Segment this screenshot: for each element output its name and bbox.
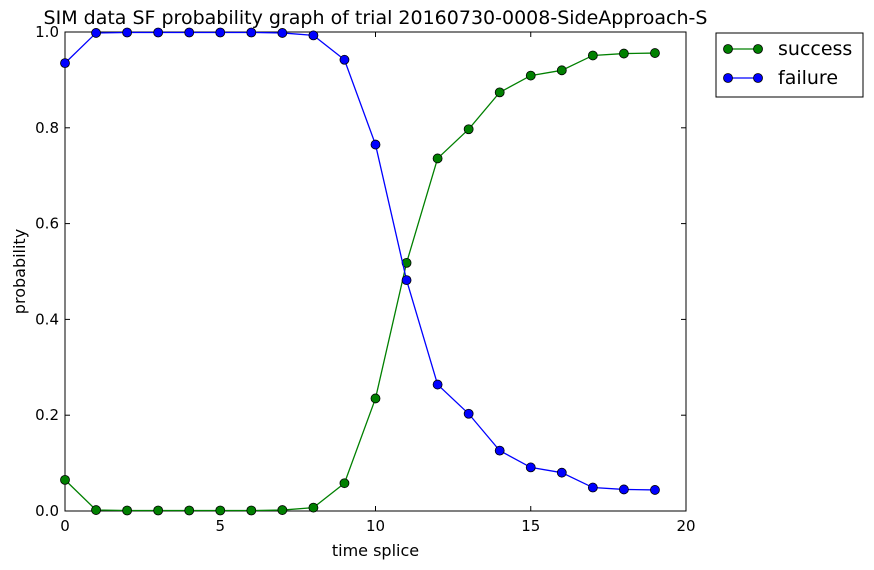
chart-title: SIM data SF probability graph of trial 2…: [44, 7, 708, 29]
data-point-failure: [401, 275, 412, 286]
data-point-failure: [370, 139, 381, 150]
data-point-failure: [60, 58, 70, 69]
data-point-success: [463, 124, 474, 135]
data-point-failure: [494, 445, 505, 456]
data-point-failure: [619, 484, 629, 495]
data-point-success: [246, 505, 257, 516]
x-tick-label: 20: [676, 517, 695, 535]
data-point-success: [587, 50, 598, 61]
plot-frame: [64, 31, 687, 512]
series-layer: [60, 27, 660, 516]
data-point-failure: [277, 28, 288, 38]
legend-marker: [753, 44, 763, 54]
data-point-success: [153, 505, 164, 516]
data-point-success: [60, 474, 70, 485]
y-tick-label: 0.8: [35, 119, 59, 137]
x-tick-label: 0: [60, 517, 70, 535]
legend-marker: [723, 44, 733, 54]
data-point-failure: [122, 27, 132, 38]
data-point-failure: [91, 28, 101, 38]
data-point-failure: [153, 27, 164, 38]
data-point-failure: [339, 54, 350, 65]
axis-ticks: 0 5 10 15 20 0.0 0.2 0.4 0.6 0.8 1.0: [35, 23, 695, 535]
data-point-failure: [525, 462, 536, 473]
data-point-failure: [184, 27, 195, 38]
y-tick-label: 0.2: [35, 406, 59, 424]
y-tick-label: 0.4: [35, 310, 59, 328]
data-point-success: [619, 48, 629, 59]
x-tick-label: 15: [521, 517, 540, 535]
y-tick-label: 0.6: [35, 215, 59, 233]
data-point-failure: [308, 30, 319, 41]
legend-label: success: [778, 38, 852, 60]
data-point-success: [432, 153, 443, 164]
data-point-success: [370, 393, 381, 404]
data-point-failure: [246, 27, 257, 38]
data-point-success: [494, 87, 505, 98]
data-point-failure: [587, 482, 598, 493]
x-axis-label: time splice: [332, 541, 419, 560]
data-point-success: [650, 48, 660, 58]
data-point-failure: [650, 485, 660, 495]
y-tick-label: 1.0: [35, 23, 59, 41]
legend-marker: [723, 73, 733, 83]
data-point-success: [525, 70, 536, 81]
x-tick-label: 5: [215, 517, 225, 535]
legend-box: [715, 32, 864, 98]
legend-item-success: success: [723, 38, 852, 60]
data-point-success: [308, 502, 319, 513]
data-point-failure: [432, 379, 443, 390]
data-point-success: [215, 505, 226, 516]
data-point-success: [339, 478, 350, 489]
data-point-success: [122, 505, 132, 516]
legend-marker: [753, 73, 763, 83]
data-point-failure: [463, 408, 474, 419]
data-point-success: [556, 65, 567, 76]
data-point-success: [184, 505, 195, 516]
y-tick-label: 0.0: [35, 502, 59, 520]
y-axis-label: probability: [10, 229, 29, 314]
data-point-success: [91, 505, 101, 515]
series-line-success: [64, 52, 655, 512]
series-success: [60, 48, 660, 516]
legend-item-failure: failure: [723, 67, 838, 89]
data-point-success: [277, 505, 288, 515]
series-line-failure: [64, 31, 655, 491]
data-point-failure: [215, 27, 226, 38]
series-failure: [60, 27, 660, 495]
data-point-failure: [556, 467, 567, 478]
x-tick-label: 10: [366, 517, 385, 535]
legend: success failure: [715, 32, 864, 98]
legend-label: failure: [778, 67, 838, 89]
